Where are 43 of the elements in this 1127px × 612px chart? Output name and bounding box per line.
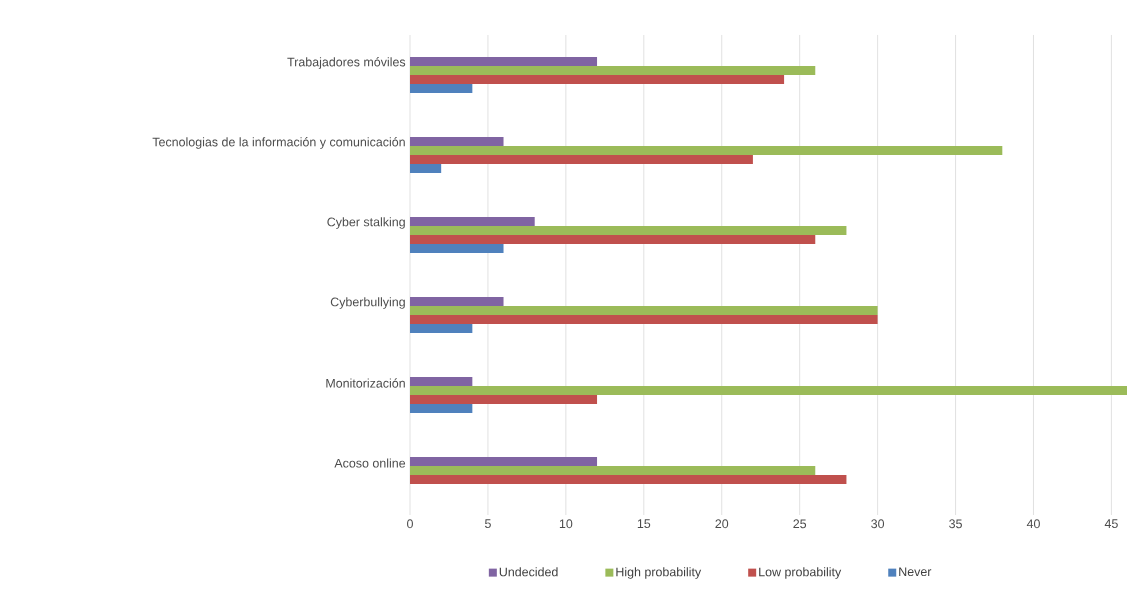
y-tick-label: Cyber stalking xyxy=(327,217,405,229)
x-tick-label: 30 xyxy=(871,519,885,529)
bar xyxy=(410,226,847,235)
y-tick-label: Acoso online xyxy=(334,458,406,468)
bar xyxy=(410,466,816,475)
bar xyxy=(410,475,847,484)
bar xyxy=(410,137,504,146)
x-tick-label: 20 xyxy=(715,519,729,529)
x-tick-label: 35 xyxy=(949,519,962,529)
bar xyxy=(410,57,598,66)
legend-label: Never xyxy=(899,567,932,577)
bar xyxy=(410,297,504,306)
legend-label: Low probability xyxy=(759,567,842,579)
bar xyxy=(410,457,598,466)
bar xyxy=(410,164,442,173)
bar xyxy=(410,324,473,333)
x-tick-label: 40 xyxy=(1026,519,1040,529)
x-tick-label: 25 xyxy=(793,519,807,529)
y-tick-label: Tecnologias de la información y comunicación xyxy=(152,137,405,149)
x-tick-label: 45 xyxy=(1104,519,1118,529)
bar xyxy=(410,155,753,164)
bar xyxy=(410,306,878,315)
legend-label: High probability xyxy=(616,567,702,579)
x-tick-label: 5 xyxy=(484,519,491,529)
x-tick-label: 10 xyxy=(559,519,573,529)
bar xyxy=(410,66,816,75)
bar xyxy=(410,315,878,324)
bar xyxy=(410,386,1127,395)
bar xyxy=(410,244,504,253)
x-tick-label: 0 xyxy=(407,519,413,529)
bar xyxy=(410,84,473,93)
bar xyxy=(410,235,816,244)
y-tick-label: Trabajadores móviles xyxy=(287,57,406,69)
bar xyxy=(410,75,785,84)
bar xyxy=(410,395,598,404)
bar xyxy=(410,377,473,386)
legend-label: Undecided xyxy=(499,567,558,577)
y-tick-label: Monitorización xyxy=(326,378,405,388)
bar xyxy=(410,146,1003,155)
bar xyxy=(410,404,473,413)
x-tick-label: 15 xyxy=(637,519,651,529)
bar xyxy=(410,217,535,226)
y-tick-label: Cyberbullying xyxy=(330,297,405,309)
